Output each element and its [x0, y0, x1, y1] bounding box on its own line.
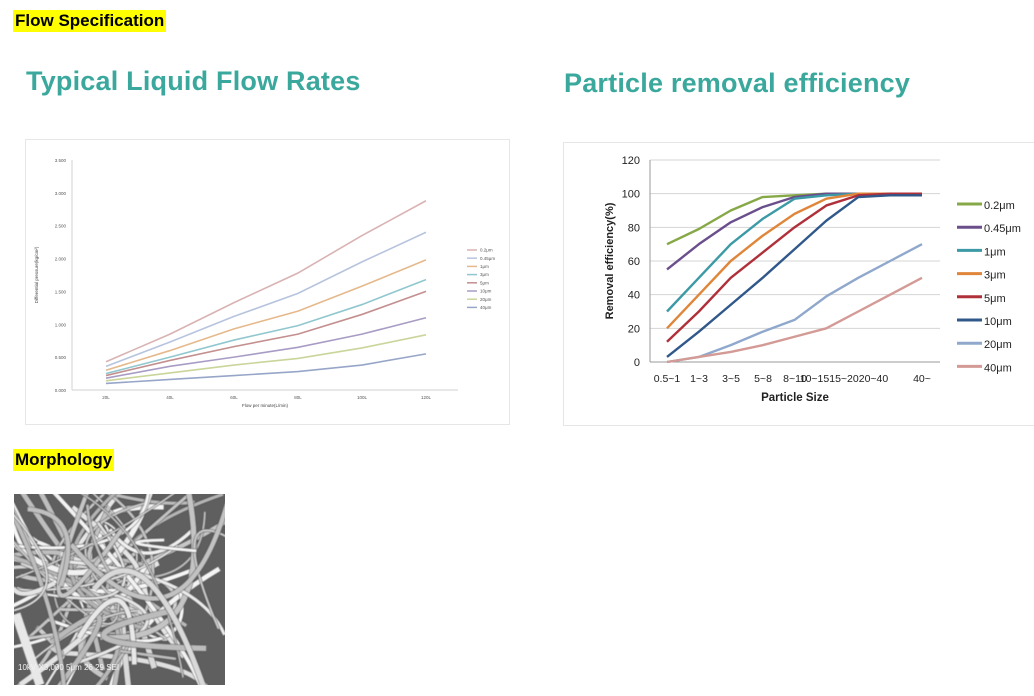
- efficiency-series-line: [666, 194, 922, 358]
- efficiency-x-tick-label: 5~8: [754, 373, 772, 385]
- flow-legend-label: 1μm: [480, 264, 489, 269]
- fiber: [14, 555, 121, 685]
- efficiency-y-tick-label: 0: [634, 357, 640, 369]
- flow-x-tick-label: 40L: [166, 395, 174, 400]
- fiber-thick: [14, 612, 45, 685]
- flow-series-line: [105, 259, 427, 372]
- efficiency-x-axis-label: Particle Size: [761, 392, 829, 404]
- flow-legend-label: 20μm: [480, 297, 492, 302]
- efficiency-y-tick-label: 120: [622, 155, 640, 167]
- efficiency-x-tick-label: 1~3: [690, 373, 708, 385]
- efficiency-legend-label: 20μm: [984, 339, 1012, 351]
- sem-caption: 10kV X3,000 5μm 26 29 SEI: [18, 663, 119, 672]
- efficiency-series-line: [666, 276, 923, 364]
- efficiency-chart-panel: 0 20 40 60 80 100 120 0.5~1 1~3 3~5 5~8 8~10 10~1515…: [563, 142, 1034, 426]
- removal-efficiency-chart: 0 20 40 60 80 100 120 0.5~1 1~3 3~5 5~8 8~1010~1515…: [604, 155, 1021, 404]
- fiber: [14, 580, 56, 596]
- efficiency-x-tick-label: 40~: [913, 373, 931, 385]
- fiber: [86, 504, 113, 576]
- efficiency-legend-label: 40μm: [984, 362, 1012, 374]
- flow-y-tick-label: 2.500: [55, 224, 67, 229]
- efficiency-series-line: [666, 192, 922, 271]
- sem-micrograph: 10kV X3,000 5μm 26 29 SEI: [14, 494, 225, 685]
- efficiency-y-tick-label: 40: [628, 290, 640, 302]
- efficiency-y-axis-label: Removal efficiency(%): [604, 202, 616, 319]
- fiber: [80, 494, 184, 678]
- efficiency-legend-label: 10μm: [984, 316, 1012, 328]
- efficiency-legend-label: 1μm: [984, 246, 1006, 258]
- fiber: [91, 568, 206, 685]
- flow-y-tick-label: 3.000: [55, 191, 67, 196]
- flow-series-line: [105, 231, 427, 368]
- flow-series-line: [105, 316, 427, 379]
- efficiency-y-tick-label: 60: [628, 256, 640, 268]
- efficiency-series-line: [666, 192, 922, 343]
- efficiency-x-tick-label: 10~1515~2020~40: [800, 373, 889, 385]
- flow-x-tick-label: 80L: [294, 395, 302, 400]
- efficiency-chart-title: Particle removal efficiency: [564, 68, 911, 98]
- efficiency-x-tick-label: 3~5: [722, 373, 740, 385]
- efficiency-legend-label: 5μm: [984, 293, 1006, 305]
- flow-legend-label: 3μm: [480, 272, 489, 277]
- fiber: [101, 609, 207, 652]
- efficiency-y-tick-label: 80: [628, 222, 640, 234]
- flow-y-tick-label: 1.500: [55, 289, 67, 294]
- fiber: [27, 507, 71, 587]
- fiber: [59, 650, 208, 685]
- flow-specification-label: Flow Specification: [13, 10, 167, 32]
- efficiency-legend-label: 3μm: [984, 270, 1006, 282]
- flow-chart-title: Typical Liquid Flow Rates: [26, 66, 361, 96]
- fiber: [84, 502, 167, 640]
- flow-y-tick-label: 3.500: [55, 158, 67, 163]
- efficiency-y-tick-label: 100: [622, 189, 640, 201]
- flow-series-line: [105, 290, 427, 377]
- flow-series-line: [105, 334, 427, 382]
- flow-y-tick-label: 1.000: [55, 322, 67, 327]
- efficiency-legend-label: 0.45μm: [984, 223, 1021, 235]
- flow-y-tick-label: 0.500: [55, 355, 67, 360]
- flow-y-tick-label: 0.000: [55, 388, 67, 393]
- efficiency-series-line: [666, 192, 922, 246]
- efficiency-x-tick-label: 8~10: [783, 373, 807, 385]
- flow-legend-label: 0.2μm: [480, 248, 493, 253]
- fiber: [120, 649, 177, 660]
- flow-legend-label: 5μm: [480, 280, 489, 285]
- flow-legend-label: 0.45μm: [480, 256, 495, 261]
- flow-series-line: [105, 200, 427, 363]
- flow-x-tick-label: 100L: [357, 395, 368, 400]
- flow-rate-chart-panel: 0.000 0.500 1.000 1.500 2.000 2.500 3.000 3.500…: [25, 139, 510, 425]
- fiber: [193, 529, 225, 630]
- fiber: [16, 522, 126, 600]
- fiber: [135, 538, 197, 553]
- flow-x-tick-label: 120L: [421, 395, 432, 400]
- fiber: [49, 613, 102, 685]
- fiber: [14, 514, 48, 612]
- flow-y-axis-label: Differential pressure(kg/cm²): [34, 246, 39, 303]
- flow-x-tick-label: 60L: [230, 395, 238, 400]
- morphology-label: Morphology: [13, 449, 115, 471]
- efficiency-series-line: [666, 192, 922, 313]
- fiber: [56, 494, 126, 598]
- flow-x-axis-label: Flow per minute(L/min): [242, 403, 289, 408]
- fiber: [105, 494, 155, 678]
- flow-x-tick-label: 20L: [102, 395, 110, 400]
- flow-legend-label: 10μm: [480, 289, 492, 294]
- efficiency-x-tick-label: 0.5~1: [654, 373, 681, 385]
- fiber: [69, 591, 149, 667]
- efficiency-legend-label: 0.2μm: [984, 200, 1015, 212]
- fiber: [69, 503, 225, 601]
- flow-y-tick-label: 2.000: [55, 257, 67, 262]
- flow-series-line: [105, 353, 427, 385]
- flow-legend-label: 40μm: [480, 305, 492, 310]
- fiber: [14, 512, 66, 685]
- fiber-mesh-image: 10kV X3,000 5μm 26 29 SEI: [14, 494, 225, 685]
- fiber: [100, 494, 197, 641]
- flow-series-line: [105, 278, 427, 375]
- efficiency-y-tick-label: 20: [628, 323, 640, 335]
- efficiency-series-line: [666, 243, 923, 364]
- flow-rate-chart: 0.000 0.500 1.000 1.500 2.000 2.500 3.000 3.500…: [34, 158, 495, 408]
